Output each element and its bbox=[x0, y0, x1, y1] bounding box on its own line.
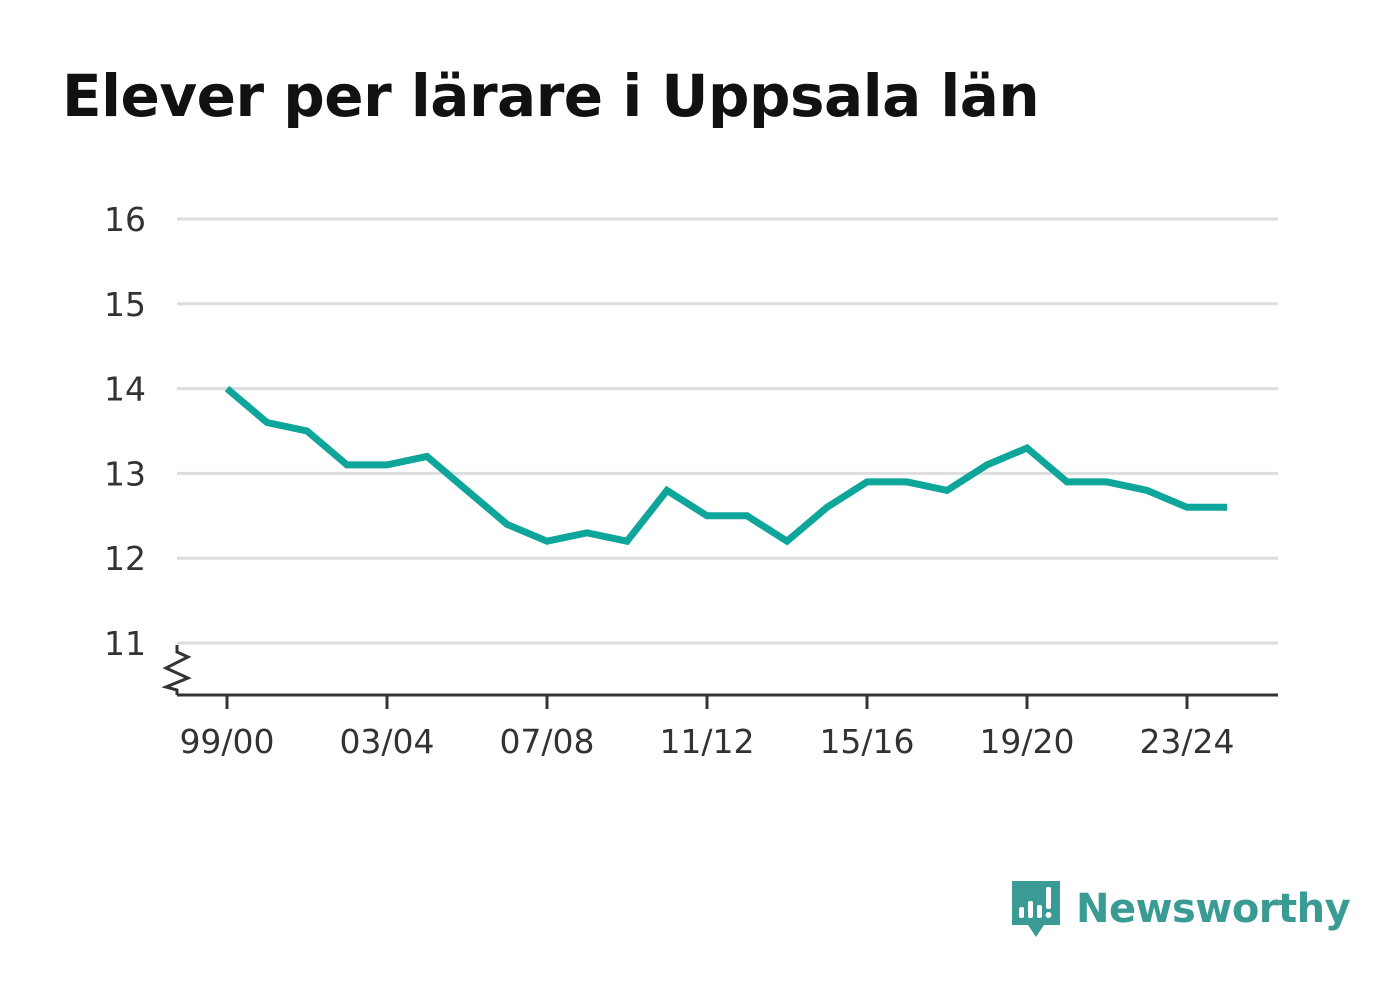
x-tick-label: 99/00 bbox=[179, 722, 274, 761]
x-tick-label: 11/12 bbox=[659, 722, 754, 761]
newsworthy-brand: Newsworthy bbox=[1010, 878, 1351, 940]
x-tick-label: 03/04 bbox=[339, 722, 434, 761]
gridlines bbox=[177, 217, 1278, 645]
brand-name: Newsworthy bbox=[1076, 886, 1351, 932]
axis-break-icon bbox=[161, 645, 192, 695]
y-tick-label: 11 bbox=[104, 624, 146, 663]
newsworthy-logo-icon bbox=[1012, 881, 1060, 937]
x-tick-label: 19/20 bbox=[979, 722, 1074, 761]
x-tick-label: 23/24 bbox=[1139, 722, 1234, 761]
y-tick-label: 16 bbox=[104, 200, 146, 239]
y-tick-label: 14 bbox=[104, 370, 146, 409]
x-tick-label: 15/16 bbox=[819, 722, 914, 761]
series-layer bbox=[224, 385, 1227, 546]
y-tick-label: 13 bbox=[104, 454, 146, 493]
tick-labels: 11 12 13 14 15 16 99/00 03/04 07/08 11/12 15/16 19/… bbox=[104, 200, 1235, 761]
x-tick-label: 07/08 bbox=[499, 722, 594, 761]
axes bbox=[161, 645, 1278, 709]
y-tick-label: 12 bbox=[104, 539, 146, 578]
y-tick-label: 15 bbox=[104, 285, 146, 324]
series-line bbox=[224, 385, 1227, 546]
chart-title: Elever per lärare i Uppsala län bbox=[62, 62, 1040, 130]
